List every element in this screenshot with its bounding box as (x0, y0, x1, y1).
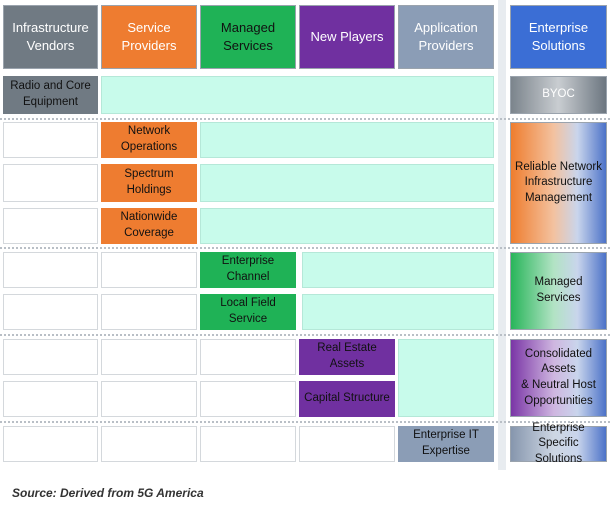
solution-byoc: BYOC (510, 76, 607, 114)
empty-cell (200, 381, 296, 417)
empty-cell (101, 339, 197, 375)
empty-cell (200, 339, 296, 375)
cell-spectrum-holdings: Spectrum Holdings (101, 164, 197, 202)
cell-enterprise-channel: Enterprise Channel (200, 252, 296, 288)
empty-cell (101, 426, 197, 462)
solution-reliable-network: Reliable Network Infrastructure Manageme… (510, 122, 607, 244)
section-divider (0, 421, 610, 423)
empty-cell (3, 294, 98, 330)
section-divider (0, 247, 610, 249)
empty-cell (299, 426, 395, 462)
header-new-players: New Players (299, 5, 395, 69)
cell-radio-core-equipment: Radio and Core Equipment (3, 76, 98, 114)
section-divider (0, 118, 610, 120)
span-network-operations (200, 122, 494, 158)
right-edge-strip (498, 0, 506, 470)
span-byoc (101, 76, 494, 114)
empty-cell (3, 208, 98, 244)
solution-enterprise-specific: Enterprise Specific Solutions (510, 422, 607, 465)
header-service-providers: Service Providers (101, 5, 197, 69)
section-divider (0, 334, 610, 336)
cell-nationwide-coverage: Nationwide Coverage (101, 208, 197, 244)
empty-cell (3, 164, 98, 202)
empty-cell (101, 294, 197, 330)
header-application-providers: Application Providers (398, 5, 494, 69)
header-managed-services: Managed Services (200, 5, 296, 69)
empty-cell (101, 252, 197, 288)
span-enterprise-channel (302, 252, 494, 288)
empty-cell (3, 252, 98, 288)
cell-network-operations: Network Operations (101, 122, 197, 158)
cell-real-estate-assets: Real Estate Assets (299, 339, 395, 375)
empty-cell (3, 122, 98, 158)
empty-cell (101, 381, 197, 417)
span-nationwide-coverage (200, 208, 494, 244)
span-local-field-service (302, 294, 494, 330)
solution-managed-services: Managed Services (510, 252, 607, 330)
cell-capital-structure: Capital Structure (299, 381, 395, 417)
empty-cell (3, 381, 98, 417)
span-real-estate (398, 339, 494, 417)
empty-cell (200, 426, 296, 462)
header-enterprise-solutions: Enterprise Solutions (510, 5, 607, 69)
cell-local-field-service: Local Field Service (200, 294, 296, 330)
cell-enterprise-it-expertise: Enterprise IT Expertise (398, 426, 494, 462)
header-infrastructure-vendors: Infrastructure Vendors (3, 5, 98, 69)
empty-cell (3, 339, 98, 375)
empty-cell (3, 426, 98, 462)
span-spectrum-holdings (200, 164, 494, 202)
solution-consolidated-assets: Consolidated Assets & Neutral Host Oppor… (510, 339, 607, 417)
source-caption: Source: Derived from 5G America (12, 486, 204, 500)
